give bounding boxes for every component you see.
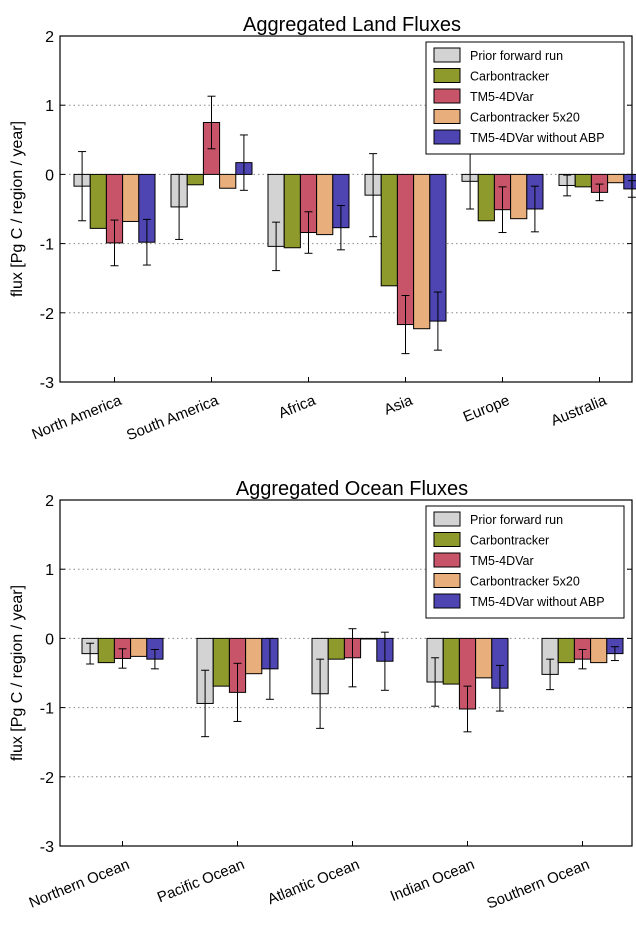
bar (380, 173, 398, 287)
legend-swatch (433, 129, 461, 145)
bar (557, 637, 575, 664)
legend-label: TM5-4DVar without ABP (470, 595, 605, 609)
bar (477, 173, 495, 222)
bar (212, 637, 230, 687)
x-tick-label: Southern Ocean (484, 856, 592, 913)
bar (97, 637, 115, 664)
legend-swatch (433, 593, 461, 609)
y-tick-label: -1 (40, 237, 54, 254)
y-tick-label: 0 (45, 631, 54, 648)
legend-label: Carbontracker 5x20 (470, 575, 580, 589)
bar (186, 173, 204, 186)
x-tick-label: Indian Ocean (388, 856, 477, 905)
legend-swatch (433, 532, 461, 547)
legend-label: TM5-4DVar without ABP (470, 131, 605, 145)
bar (574, 173, 592, 188)
y-axis-label: flux [Pg C / region / year] (9, 121, 26, 297)
x-tick-label: North America (30, 392, 125, 444)
legend-swatch (433, 109, 461, 124)
bar (130, 637, 148, 657)
bar (316, 173, 334, 236)
legend-swatch (433, 47, 461, 63)
y-tick-label: 0 (45, 167, 54, 184)
y-tick-label: -2 (40, 306, 54, 323)
legend-label: Carbontracker 5x20 (470, 111, 580, 125)
chart-panel-1: North America South America Africa Asia Euro… (9, 14, 636, 444)
x-tick-label: Australia (549, 392, 610, 430)
x-tick-label: Asia (382, 392, 416, 419)
x-tick-label: Africa (276, 392, 319, 422)
legend: Prior forward run Carbontracker TM5-4DVar C… (425, 41, 625, 155)
bar (475, 637, 493, 679)
x-tick-label: Atlantic Ocean (265, 856, 362, 908)
bar (245, 637, 263, 675)
x-tick-label: Pacific Ocean (155, 856, 247, 906)
legend-swatch (433, 511, 461, 527)
legend-swatch (433, 88, 461, 104)
legend-swatch (433, 573, 461, 588)
y-axis-label: flux [Pg C / region / year] (9, 585, 26, 761)
y-tick-label: -3 (40, 839, 54, 856)
bar (413, 173, 431, 330)
legend-label: TM5-4DVar (470, 554, 534, 568)
legend-swatch (433, 552, 461, 568)
y-tick-label: 2 (45, 29, 54, 46)
y-tick-label: 2 (45, 493, 54, 510)
bar (590, 637, 608, 664)
y-tick-label: 1 (45, 562, 54, 579)
legend-label: TM5-4DVar (470, 90, 534, 104)
bar (283, 173, 301, 249)
chart-title: Aggregated Land Fluxes (243, 14, 461, 36)
bar (607, 173, 625, 184)
legend-label: Carbontracker (470, 70, 549, 84)
y-tick-label: -2 (40, 770, 54, 787)
plot-frame (59, 35, 633, 383)
legend-label: Prior forward run (470, 49, 563, 63)
bar (442, 637, 460, 685)
x-tick-label: Europe (461, 392, 512, 426)
plot-frame (59, 499, 633, 847)
bar (510, 173, 528, 220)
chart-panel-2: Northern Ocean Pacific Ocean Atlantic Ocea… (9, 478, 633, 913)
bar (360, 637, 378, 640)
x-tick-label: South America (124, 392, 221, 445)
bar (89, 173, 107, 229)
bar (623, 173, 636, 190)
y-tick-label: -3 (40, 375, 54, 392)
chart-title: Aggregated Ocean Fluxes (236, 478, 468, 500)
y-tick-label: -1 (40, 701, 54, 718)
bar (122, 173, 140, 222)
legend-label: Prior forward run (470, 513, 563, 527)
bar (327, 637, 345, 660)
bar (219, 173, 237, 189)
legend-swatch (433, 68, 461, 83)
legend: Prior forward run Carbontracker TM5-4DVar C… (425, 505, 625, 619)
x-tick-label: Northern Ocean (27, 856, 132, 912)
legend-label: Carbontracker (470, 534, 549, 548)
y-tick-label: 1 (45, 98, 54, 115)
